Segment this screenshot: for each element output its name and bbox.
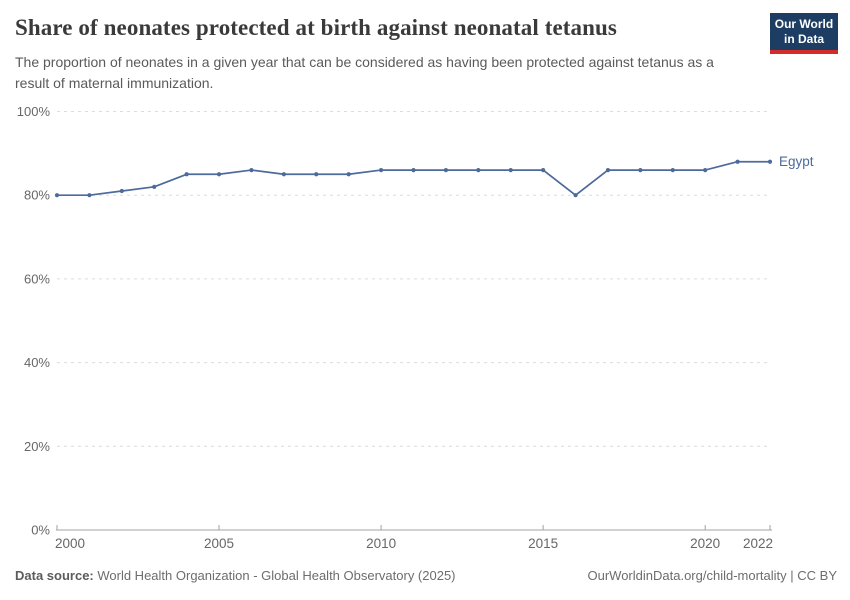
data-point[interactable] (216, 172, 222, 177)
owid-logo[interactable]: Our World in Data (770, 13, 838, 54)
x-tick-label: 2020 (690, 536, 720, 551)
data-point[interactable] (54, 193, 60, 198)
data-source-label: Data source: (15, 568, 94, 583)
chart-footer: Data source: World Health Organization -… (15, 568, 837, 583)
x-tick-label: 2010 (366, 536, 396, 551)
y-tick-label: 100% (17, 104, 51, 119)
data-point[interactable] (249, 167, 254, 173)
y-tick-label: 20% (24, 439, 50, 454)
data-point[interactable] (508, 167, 513, 173)
y-tick-label: 40% (24, 355, 50, 370)
data-line[interactable] (56, 160, 771, 197)
data-point[interactable] (767, 159, 773, 164)
y-tick-label: 80% (24, 188, 50, 203)
x-tick-label: 2022 (743, 536, 773, 551)
data-point[interactable] (605, 167, 611, 173)
data-point[interactable] (314, 172, 319, 177)
chart-header: Share of neonates protected at birth aga… (15, 14, 760, 94)
x-tick-label: 2005 (204, 536, 234, 551)
data-point[interactable] (411, 167, 416, 173)
data-point[interactable] (346, 172, 351, 177)
y-tick-label: 60% (24, 271, 50, 286)
owid-logo-line2: in Data (783, 32, 824, 46)
data-point[interactable] (638, 167, 643, 173)
series-label[interactable]: Egypt (779, 154, 814, 169)
data-point[interactable] (184, 172, 189, 177)
x-tick-label: 2015 (528, 536, 558, 551)
data-point[interactable] (443, 167, 449, 173)
data-point[interactable] (573, 193, 578, 198)
data-point[interactable] (119, 188, 124, 194)
data-point[interactable] (281, 172, 286, 177)
data-point[interactable] (735, 159, 740, 164)
owid-logo-line1: Our World (774, 17, 834, 31)
data-point[interactable] (476, 167, 481, 173)
y-tick-label: 0% (31, 523, 50, 538)
x-tick-label: 2000 (55, 536, 85, 551)
data-source-note: Data source: World Health Organization -… (15, 568, 456, 583)
data-source-text: World Health Organization - Global Healt… (93, 568, 456, 583)
data-point[interactable] (378, 167, 384, 173)
data-point[interactable] (152, 184, 157, 189)
page-title: Share of neonates protected at birth aga… (15, 15, 617, 40)
data-point[interactable] (87, 193, 92, 198)
data-point[interactable] (703, 167, 708, 173)
data-point[interactable] (541, 167, 546, 173)
owid-credit-link[interactable]: OurWorldinData.org/child-mortality | CC … (587, 568, 838, 583)
data-point[interactable] (670, 167, 675, 173)
chart-subtitle: The proportion of neonates in a given ye… (15, 54, 714, 91)
